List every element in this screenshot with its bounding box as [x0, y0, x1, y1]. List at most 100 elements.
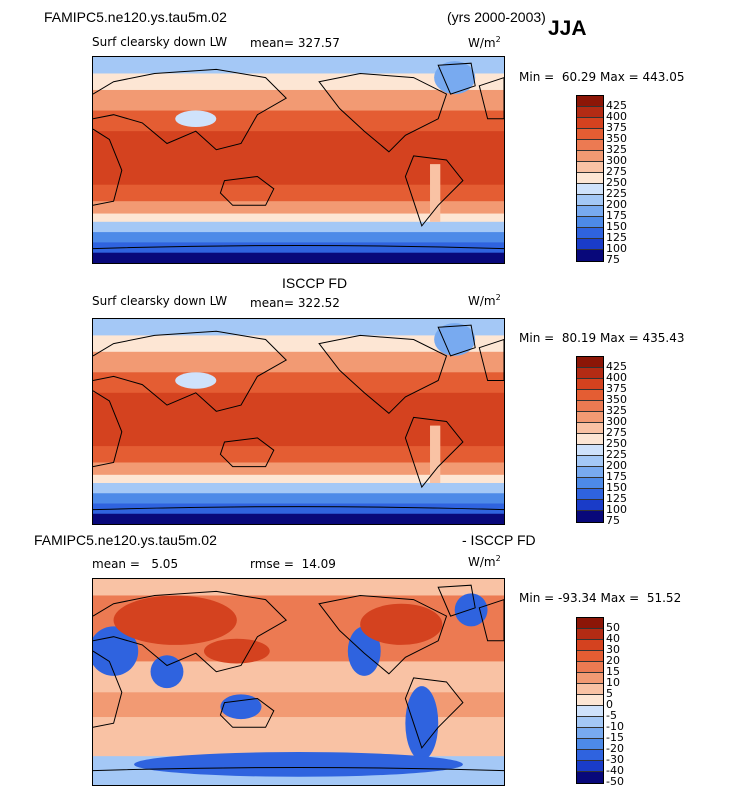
colorbar-tick-label: 100	[606, 242, 627, 255]
field-patch	[430, 164, 441, 222]
coastline	[318, 334, 448, 414]
colorbar-swatch	[577, 412, 603, 423]
coastline	[437, 584, 476, 617]
colorbar-tick-label: 300	[606, 415, 627, 428]
field-band	[93, 692, 504, 718]
coastline	[478, 77, 504, 120]
colorbar-swatch	[577, 118, 603, 129]
panel3-min-max: Min = -93.34 Max = 51.52	[519, 591, 682, 605]
field-band	[93, 242, 504, 254]
panel3-title-right: - ISCCP FD	[462, 532, 536, 548]
colorbar-swatch	[577, 478, 603, 489]
colorbar-tick-label: 200	[606, 198, 627, 211]
colorbar-swatch	[577, 750, 603, 761]
colorbar-swatch	[577, 129, 603, 140]
coastline	[93, 590, 288, 673]
panel1-colorbar	[576, 95, 604, 262]
colorbar-swatch	[577, 107, 603, 118]
colorbar-swatch	[577, 206, 603, 217]
colorbar-tick-label: 20	[606, 654, 620, 667]
field-patch	[454, 593, 488, 627]
colorbar-swatch	[577, 401, 603, 412]
colorbar-tick-label: 75	[606, 514, 620, 527]
panel2-colorbar	[576, 356, 604, 523]
field-band	[93, 335, 504, 353]
colorbar-swatch	[577, 511, 603, 522]
colorbar-swatch	[577, 217, 603, 228]
field-band	[93, 73, 504, 91]
panel1-mean-label: mean=	[250, 36, 295, 50]
colorbar-tick-label: 50	[606, 621, 620, 634]
colorbar-tick-label: 200	[606, 459, 627, 472]
panel3-map	[92, 578, 505, 786]
colorbar-tick-label: 425	[606, 99, 627, 112]
years-label: (yrs 2000-2003)	[447, 9, 546, 25]
coastline	[93, 766, 504, 772]
colorbar-swatch	[577, 467, 603, 478]
colorbar-swatch	[577, 162, 603, 173]
coastline	[318, 594, 448, 675]
colorbar-tick-label: -50	[606, 775, 624, 788]
panel1-min-max: Min = 60.29 Max = 443.05	[519, 70, 685, 84]
colorbar-swatch	[577, 728, 603, 739]
panel3-units: W/m2	[468, 554, 501, 569]
colorbar-swatch	[577, 629, 603, 640]
colorbar-tick-label: 325	[606, 404, 627, 417]
field-patch	[150, 655, 184, 689]
colorbar-swatch	[577, 717, 603, 728]
colorbar-tick-label: 150	[606, 481, 627, 494]
panel2-map	[92, 318, 505, 525]
colorbar-tick-label: 425	[606, 360, 627, 373]
colorbar-tick-label: 125	[606, 492, 627, 505]
colorbar-tick-label: 225	[606, 187, 627, 200]
coastline	[93, 244, 504, 250]
field-patch	[175, 372, 217, 389]
colorbar-swatch	[577, 96, 603, 107]
colorbar-tick-label: -30	[606, 753, 624, 766]
panel2-variable: Surf clearsky down LW	[92, 294, 228, 308]
field-band	[93, 483, 504, 495]
panel3-colorbar-labels: 50 40 30 20 15 10 5 0 -5 -10 -15 -20 -30 -40 -50	[606, 617, 646, 787]
coastline	[478, 599, 504, 642]
field-band	[93, 252, 504, 263]
field-band	[93, 503, 504, 515]
panel2-mean: mean= 322.52	[250, 296, 340, 310]
coastline	[478, 338, 504, 381]
panel2-mean-label: mean=	[250, 296, 295, 310]
field-band	[93, 372, 504, 394]
field-band	[93, 221, 504, 234]
coastline	[437, 62, 476, 95]
field-band	[93, 89, 504, 112]
colorbar-tick-label: 0	[606, 698, 613, 711]
coastline	[437, 324, 476, 357]
colorbar-tick-label: 15	[606, 665, 620, 678]
colorbar-swatch	[577, 151, 603, 162]
field-band	[93, 493, 504, 505]
colorbar-tick-label: 100	[606, 503, 627, 516]
colorbar-tick-label: 125	[606, 231, 627, 244]
colorbar-swatch	[577, 695, 603, 706]
panel2-title: ISCCP FD	[282, 275, 348, 291]
colorbar-swatch	[577, 684, 603, 695]
colorbar-swatch	[577, 140, 603, 151]
coastline	[93, 68, 288, 151]
colorbar-tick-label: 350	[606, 393, 627, 406]
colorbar-tick-label: -5	[606, 709, 617, 722]
panel1-units: W/m2	[468, 35, 501, 50]
colorbar-swatch	[577, 184, 603, 195]
colorbar-tick-label: 225	[606, 448, 627, 461]
field-patch	[175, 110, 217, 128]
coastline	[219, 697, 275, 728]
panel1-mean-value: 327.57	[297, 36, 340, 50]
coastline	[219, 437, 275, 468]
colorbar-swatch	[577, 239, 603, 250]
coastline	[404, 416, 464, 489]
panel3-colorbar	[576, 617, 604, 784]
field-band	[93, 513, 504, 524]
field-patch	[203, 638, 270, 664]
colorbar-tick-label: 300	[606, 154, 627, 167]
colorbar-tick-label: 400	[606, 371, 627, 384]
colorbar-tick-label: 375	[606, 121, 627, 134]
colorbar-swatch	[577, 423, 603, 434]
colorbar-tick-label: 325	[606, 143, 627, 156]
